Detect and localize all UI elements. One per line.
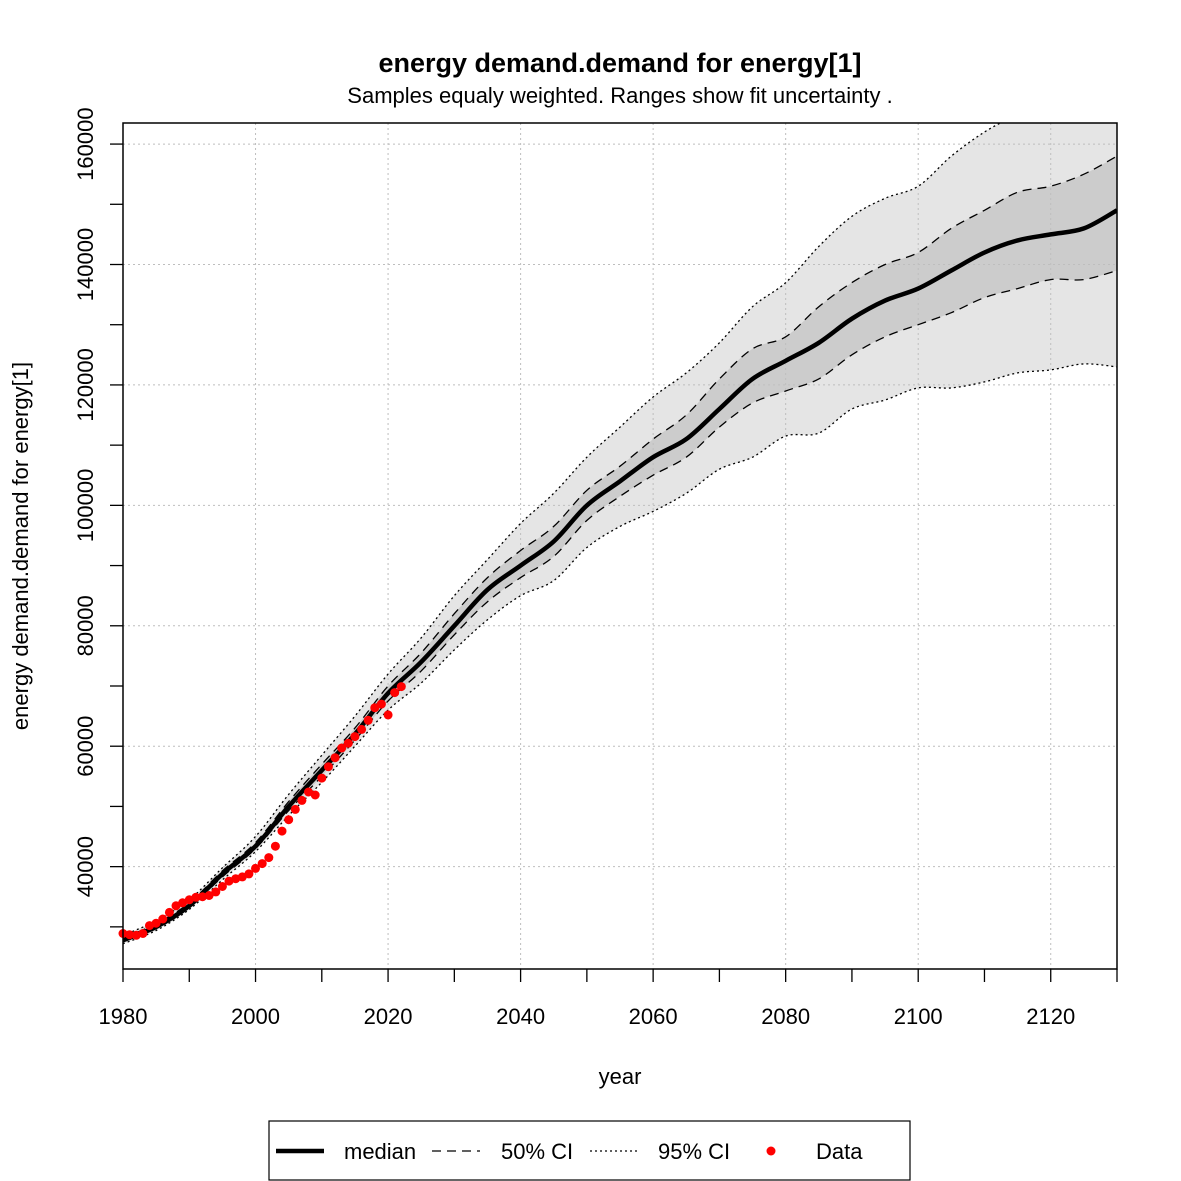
y-tick-label: 80000 <box>73 595 98 656</box>
data-point <box>317 773 327 783</box>
band-95-ci <box>123 123 1117 944</box>
chart-title: energy demand.demand for energy[1] <box>378 48 861 78</box>
uncertainty-bands <box>123 123 1117 944</box>
y-tick-label: 140000 <box>73 228 98 301</box>
legend-box <box>268 1120 911 1181</box>
legend: median 50% CI 95% CI Data <box>268 1120 911 1181</box>
data-point <box>337 743 347 753</box>
data-point <box>376 699 386 709</box>
data-point <box>383 710 393 720</box>
x-tick-label: 2080 <box>761 1004 810 1029</box>
data-point <box>125 930 135 940</box>
x-tick-label: 2100 <box>894 1004 943 1029</box>
x-axis: 1980 2000 2020 2040 2060 2080 2100 2120 <box>99 969 1118 1029</box>
data-point <box>396 682 406 692</box>
median-line <box>123 208 1117 943</box>
x-axis-label: year <box>599 1064 642 1089</box>
x-tick-label: 1980 <box>99 1004 148 1029</box>
x-tick-label: 2020 <box>364 1004 413 1029</box>
data-point <box>270 841 280 851</box>
data-point <box>158 914 168 924</box>
data-point <box>304 787 313 797</box>
data-point <box>204 891 214 900</box>
data-point <box>284 815 294 825</box>
data-points <box>118 682 406 940</box>
data-point <box>151 918 161 928</box>
data-point <box>217 882 227 891</box>
data-point <box>357 724 367 734</box>
data-point <box>370 703 380 713</box>
data-point <box>277 826 287 836</box>
data-point <box>323 762 333 772</box>
data-point <box>350 732 360 742</box>
y-tick-label: 160000 <box>73 107 98 180</box>
legend-ci50-label: 50% CI <box>501 1139 573 1164</box>
ci50-upper-line <box>123 155 1117 939</box>
data-point <box>257 859 267 869</box>
chart-subtitle: Samples equaly weighted. Ranges show fit… <box>347 83 892 108</box>
ci50-lower-line <box>123 269 1117 943</box>
x-tick-label: 2000 <box>231 1004 280 1029</box>
legend-data-swatch <box>766 1146 776 1156</box>
x-tick-label: 2040 <box>496 1004 545 1029</box>
y-axis-label: energy demand.demand for energy[1] <box>8 362 33 730</box>
x-tick-label: 2120 <box>1026 1004 1075 1029</box>
data-point <box>264 853 274 863</box>
data-point <box>297 795 307 805</box>
data-point <box>310 790 320 800</box>
legend-ci95-label: 95% CI <box>658 1139 730 1164</box>
data-point <box>330 753 340 763</box>
y-tick-label: 120000 <box>73 348 98 421</box>
y-tick-label: 40000 <box>73 836 98 897</box>
data-point <box>390 688 400 698</box>
grid-lines <box>122 123 1117 969</box>
data-point <box>363 715 373 725</box>
plot-frame <box>122 122 1118 970</box>
data-point <box>178 898 188 908</box>
y-axis: 40000 60000 80000 100000 120000 140000 160000 <box>73 107 123 928</box>
data-point <box>244 869 254 879</box>
data-point <box>211 887 221 897</box>
y-tick-label: 60000 <box>73 716 98 777</box>
data-point <box>343 738 353 748</box>
legend-median-label: median <box>344 1139 416 1164</box>
data-point <box>164 907 174 917</box>
x-tick-label: 2060 <box>629 1004 678 1029</box>
data-point <box>191 892 201 902</box>
y-tick-label: 100000 <box>73 469 98 542</box>
data-point <box>138 929 148 938</box>
data-point <box>290 804 300 814</box>
band-50-ci <box>123 156 1117 942</box>
ci95-upper-line <box>123 123 1002 936</box>
data-point <box>251 863 260 873</box>
legend-data-label: Data <box>816 1139 863 1164</box>
